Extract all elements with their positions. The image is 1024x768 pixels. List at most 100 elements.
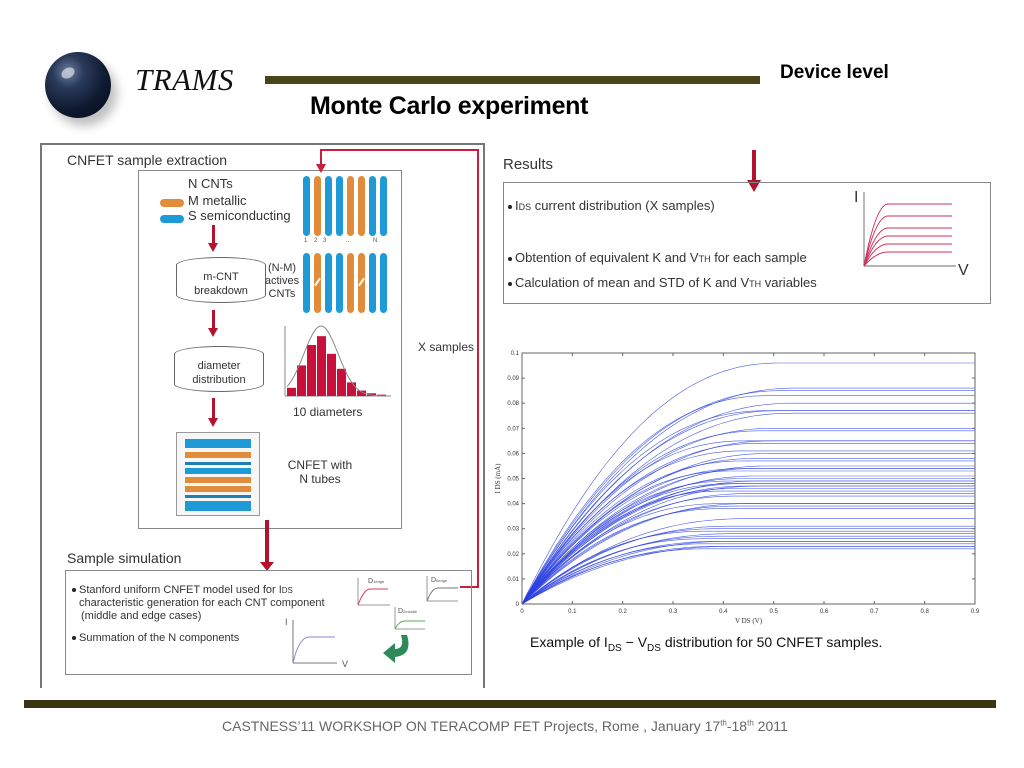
series-line [521,530,975,605]
bullet-subscript: DS [281,586,293,595]
diameter-cylinder: diameter distribution [174,346,264,392]
y-axis-label: I DS (mA) [494,463,502,494]
axis-i-label: I [285,617,288,627]
breakdown-cylinder: m-CNT breakdown [176,257,266,303]
histogram-bar [357,390,366,396]
series-line [521,543,975,605]
cnfet-device-icon [176,432,260,516]
series-line [521,488,975,605]
metallic-tube [314,176,321,236]
series-line [521,546,975,605]
x-tick-label: 0.3 [669,609,678,615]
legend-count: N CNTs [188,176,233,191]
bullet-dot [508,281,512,286]
diameter-histogram [284,325,391,397]
slide-title: Monte Carlo experiment [310,92,589,120]
series-line [521,428,975,605]
histogram-bar [337,368,346,396]
breakdown-cut [358,277,365,287]
flow-diagram-panel [40,143,485,688]
summed-iv-icon: I V [285,617,348,669]
iv-curve [863,251,952,267]
series-line [521,390,975,605]
tube-bar [185,468,251,474]
x-tick-label: 0.6 [820,609,829,615]
tube-index: 1 [304,238,308,244]
bullet-dot [508,204,512,209]
results-arrow-icon [747,180,761,192]
bullet-text: I [515,198,519,213]
bullet-text: current distribution (X samples) [531,198,715,213]
caption-text: Example of I [530,634,608,650]
series-line [521,485,975,605]
axis-v-label: V [342,659,348,669]
metallic-tube [358,176,365,236]
x-axis-label: V DS (V) [735,617,763,625]
bullet-text: Obtention of equivalent K and V [515,250,699,265]
mini-label: D1edge [368,578,385,585]
y-tick-label: 0.07 [507,426,519,432]
iv-curve [292,636,335,664]
iv-curve [863,203,952,267]
semiconducting-tube [303,253,310,313]
bullet-text: (middle and edge cases) [81,610,202,622]
series-line [521,362,975,605]
series-line [521,480,975,605]
series-line [521,402,975,605]
series-line [521,430,975,605]
breakdown-label: m-CNT breakdown [194,271,248,297]
histogram-bar [347,382,356,396]
semiconducting-tube [303,176,310,236]
series-line [521,443,975,605]
series-line [521,450,975,605]
footer-text-part: -18 [726,718,748,734]
loop-line-top [320,149,478,152]
results-title: Results [503,156,554,173]
axis-i-label: I [854,189,858,206]
footer-text: CASTNESS’11 WORKSHOP ON TERACOMP FET Pro… [222,718,788,734]
x-tick-label: 0.2 [618,609,627,615]
semiconducting-tube [380,253,387,313]
simulation-title: Sample simulation [67,550,182,566]
series-line [521,470,975,605]
results-box [503,182,991,304]
series-line [521,475,975,605]
actives-label: (N-M) actives CNTs [264,262,300,300]
results-arrow-shaft [752,150,756,182]
chart-axes: 0 0.1 0.2 0.3 0.4 0.5 0.6 0.7 0.8 0.9 0 0.01 0.02 0.0… [507,351,980,615]
extraction-title: CNFET sample extraction [67,152,228,168]
iv-curve [863,227,952,267]
y-tick-label: 0.04 [507,502,519,508]
results-bullet-1: IDS current distribution (X samples) [508,198,715,213]
component-iv-icons: D1edge D6edge D2middle [357,576,458,663]
series-line [521,541,975,605]
iv-curve [863,243,952,267]
tube-bar [185,452,251,458]
caption-text: distribution for 50 CNFET samples. [660,634,883,650]
axis-v-label: V [958,262,969,278]
x-samples-label: X samples [418,340,475,354]
mini-label: D2middle [398,608,418,615]
series-line [521,490,975,605]
bullet-subscript: DS [518,202,532,212]
bullet-text: Stanford uniform CNFET model used for I [79,584,282,596]
metallic-swatch [160,199,184,207]
simulation-box [65,570,472,675]
section-label: Device level [780,62,889,83]
tube-index: 2 [314,238,318,244]
flow-arrow-icon [208,418,218,427]
footer-superscript: th [720,718,727,728]
flow-arrow-shaft [265,520,269,564]
bullet-subscript: TH [749,279,762,289]
semiconducting-tube [336,176,343,236]
iv-curve [357,588,388,606]
tube-index: N [373,238,378,244]
histogram-bar [287,387,296,396]
series-line [521,528,975,605]
ids-vds-chart: 0 0.1 0.2 0.3 0.4 0.5 0.6 0.7 0.8 0.9 0 0.01 0.02 0.0… [494,351,980,625]
footer-superscript: th [747,718,754,728]
series-line [521,465,975,605]
loop-arrowhead-icon [316,164,326,173]
loop-line-right [477,149,479,587]
semiconducting-swatch [160,215,184,223]
